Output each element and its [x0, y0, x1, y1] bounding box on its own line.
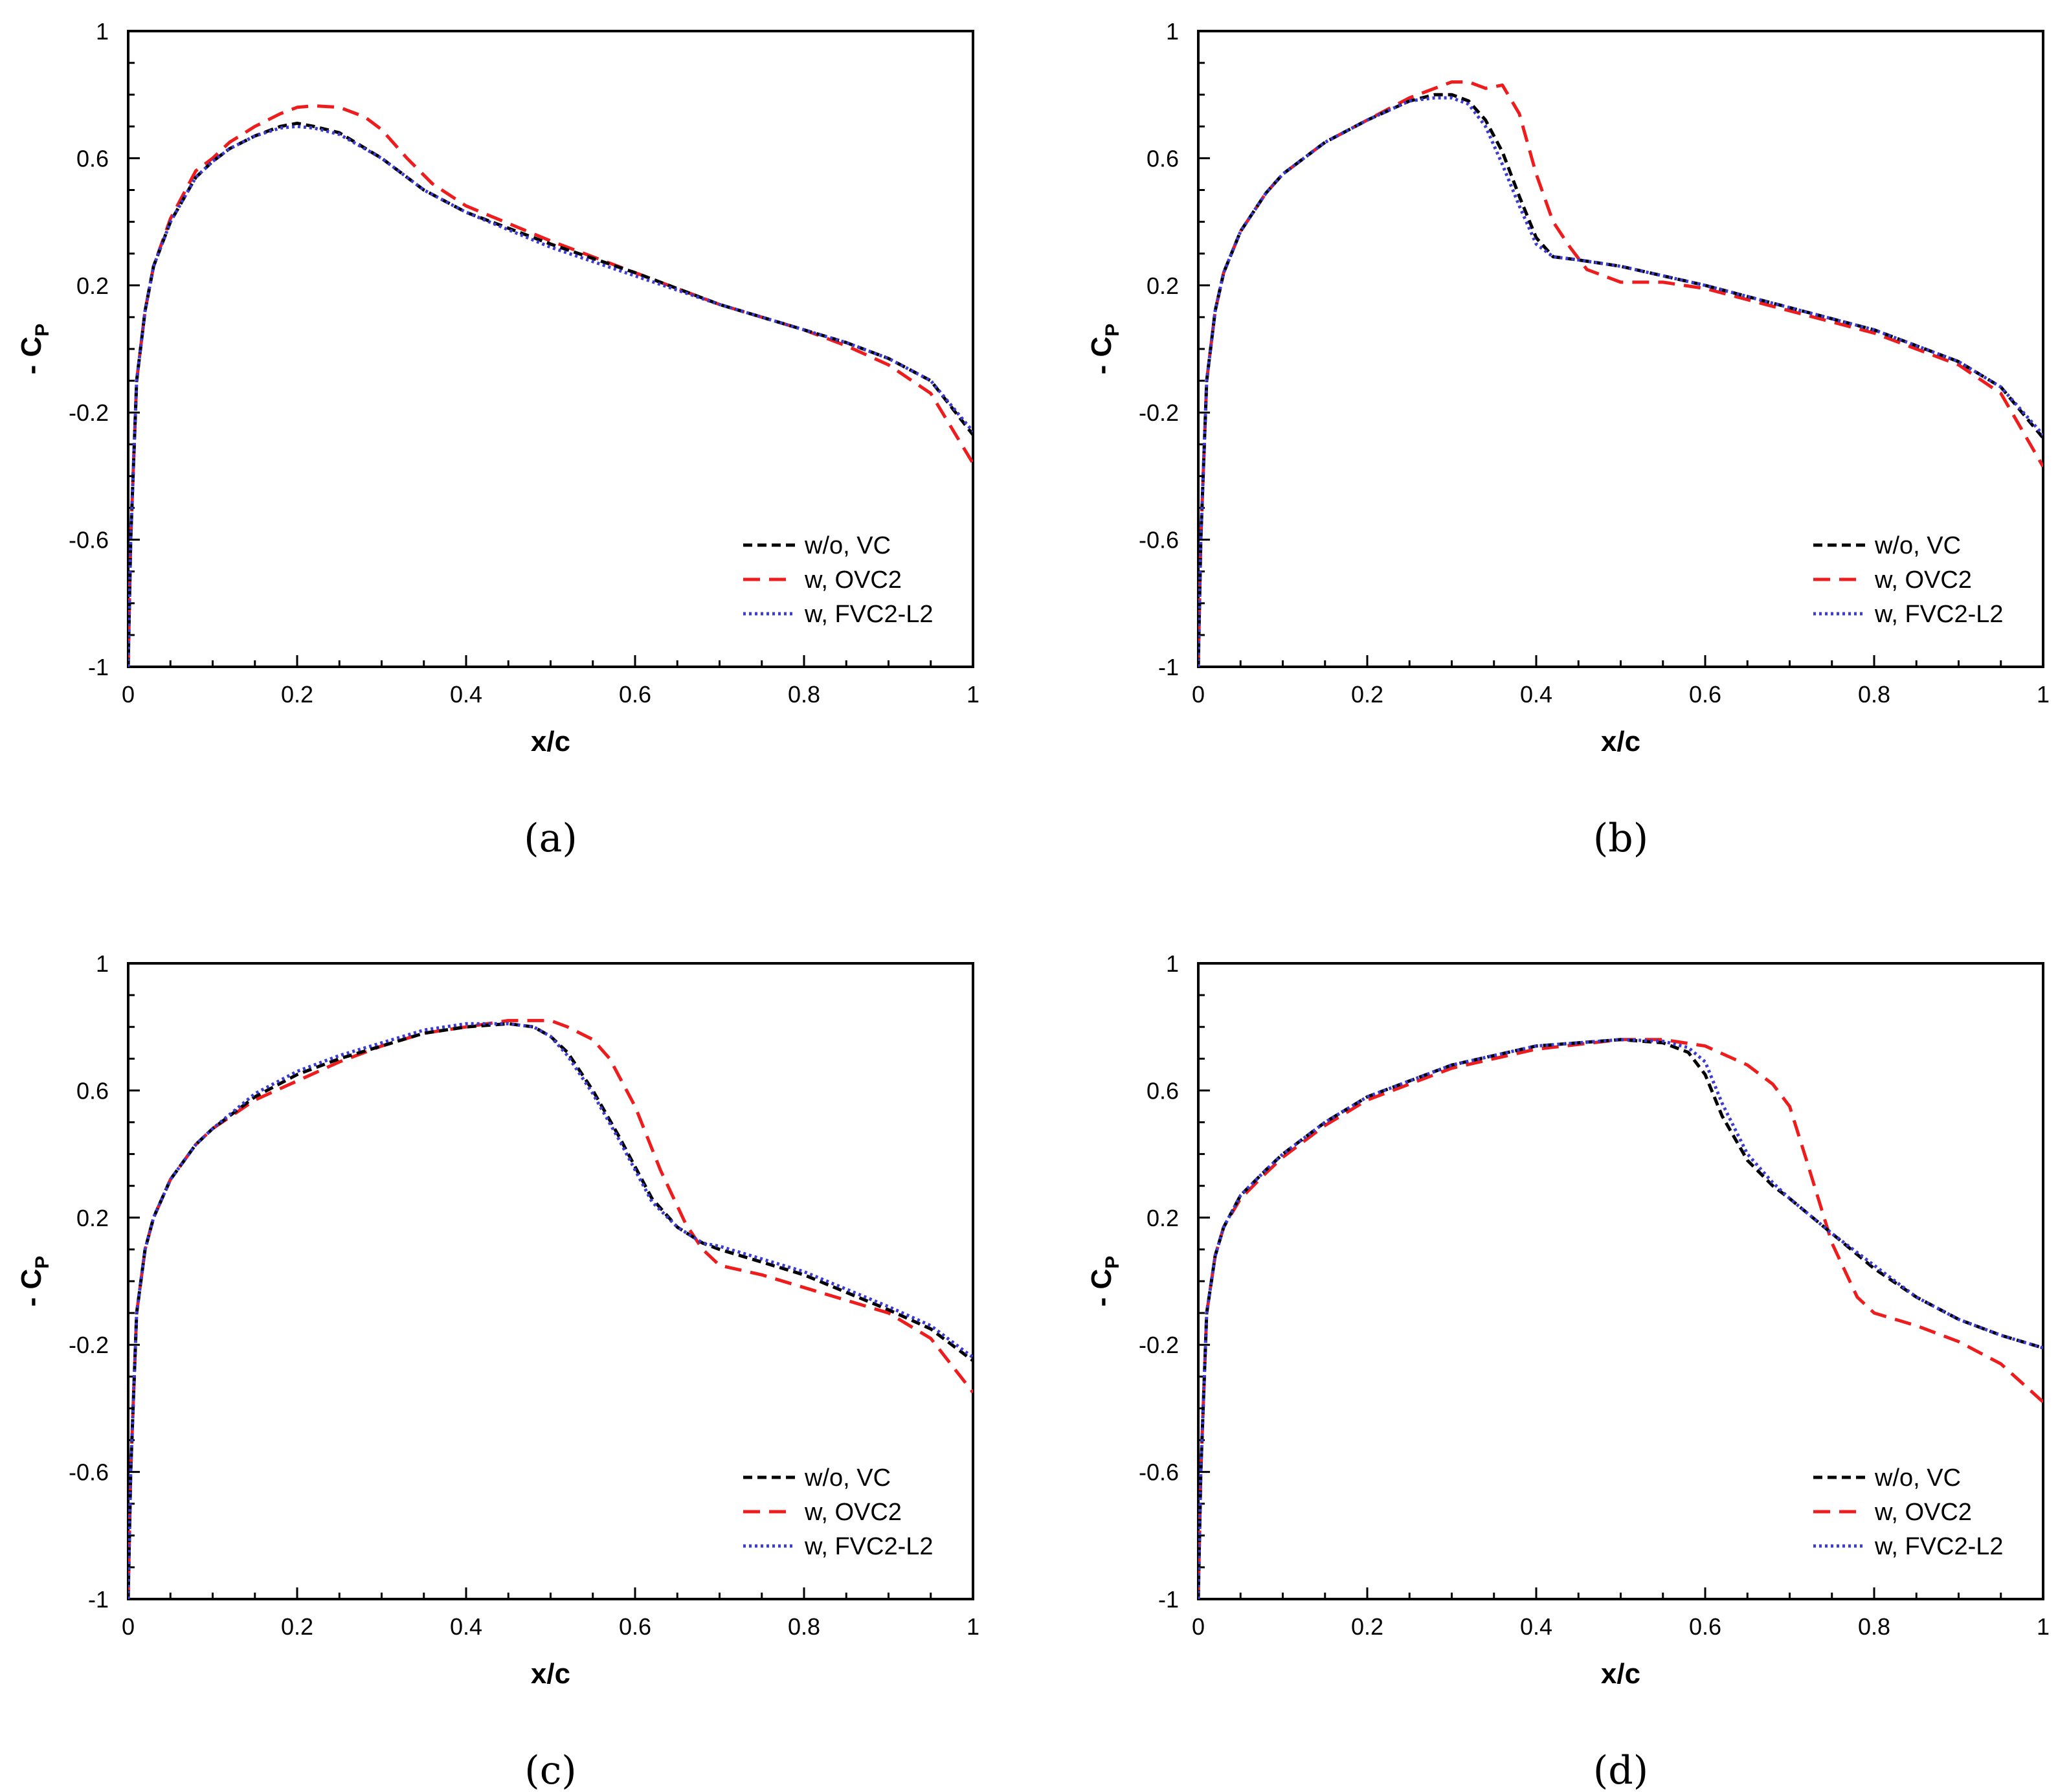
- x-tick-label: 0.2: [281, 681, 313, 708]
- x-axis-title: x/c: [1601, 1658, 1640, 1690]
- x-tick-label: 0: [122, 681, 135, 708]
- legend-label: w, OVC2: [804, 1499, 902, 1526]
- legend-label: w, OVC2: [1874, 566, 1972, 594]
- legend-label: w, FVC2-L2: [804, 1533, 934, 1560]
- y-axis-title-main: - C: [16, 337, 47, 375]
- x-tick-label: 0.6: [619, 681, 651, 708]
- series-line-w-ovc2: [1198, 1038, 2043, 1599]
- x-tick-label: 0.2: [281, 1613, 313, 1640]
- series-line-w-ovc2: [128, 1018, 973, 1599]
- y-tick-label: -1: [88, 1586, 109, 1613]
- y-axis-title: - CP: [16, 324, 53, 375]
- x-tick-label: 0.6: [619, 1613, 651, 1640]
- y-axis-title-subscript: P: [32, 1256, 53, 1269]
- x-tick-label: 0.6: [1689, 1613, 1721, 1640]
- x-tick-label: 0.2: [1351, 681, 1383, 708]
- y-tick-label: 1: [1166, 950, 1179, 977]
- x-tick-label: 1: [967, 1613, 979, 1640]
- x-tick-label: 0.2: [1351, 1613, 1383, 1640]
- series-line-wo-vc: [128, 1022, 973, 1599]
- series-line-w-fvc2: [1198, 1038, 2043, 1599]
- x-tick-label: 0.8: [1858, 681, 1890, 708]
- x-axis-title: x/c: [531, 1658, 570, 1690]
- y-axis-title-main: - C: [1086, 1269, 1117, 1307]
- x-tick-label: 1: [967, 681, 979, 708]
- y-tick-label: -0.2: [1139, 1332, 1179, 1358]
- x-axis-title: x/c: [1601, 726, 1640, 757]
- y-tick-label: -0.2: [69, 399, 109, 426]
- y-tick-label: -0.6: [69, 1459, 109, 1486]
- legend-label: w, OVC2: [1874, 1499, 1972, 1526]
- y-tick-label: 0.2: [1146, 273, 1179, 299]
- x-tick-label: 0.4: [1520, 681, 1552, 708]
- y-axis-title: - CP: [16, 1256, 53, 1307]
- y-axis-title-subscript: P: [1102, 1256, 1123, 1269]
- legend-label: w, OVC2: [804, 566, 902, 594]
- y-tick-label: 0.6: [76, 145, 109, 172]
- x-tick-label: 0.8: [788, 1613, 820, 1640]
- x-tick-label: 1: [2037, 1613, 2050, 1640]
- y-tick-label: 0.6: [1146, 145, 1179, 172]
- y-tick-label: -0.6: [1139, 1459, 1179, 1486]
- y-axis-title-subscript: P: [1102, 324, 1123, 337]
- panel-label: (a): [524, 816, 577, 861]
- panel-label: (b): [1593, 816, 1648, 861]
- x-tick-label: 0.4: [1520, 1613, 1552, 1640]
- y-tick-label: -0.2: [1139, 399, 1179, 426]
- y-tick-label: -1: [88, 654, 109, 680]
- x-tick-label: 0: [122, 1613, 135, 1640]
- legend-label: w, FVC2-L2: [1874, 1533, 2004, 1560]
- y-tick-label: 1: [96, 950, 109, 977]
- chart-panel-a: 0 0.2 0.4 0.6 0.8 1-1-0.6-0.20.20.61x/c- CPw/…: [16, 18, 979, 861]
- y-tick-label: 0.6: [1146, 1077, 1179, 1104]
- series-line-w-fvc2: [128, 124, 973, 667]
- series-line-w-fvc2: [128, 1022, 973, 1599]
- y-axis-title: - CP: [1086, 324, 1123, 375]
- chart-panel-b: 0 0.2 0.4 0.6 0.8 1-1-0.6-0.20.20.61x/c- CPw/…: [1086, 18, 2050, 861]
- y-tick-label: 0.2: [76, 273, 109, 299]
- legend-label: w/o, VC: [1874, 532, 1961, 559]
- x-tick-label: 0.8: [788, 681, 820, 708]
- y-axis-title-main: - C: [16, 1269, 47, 1307]
- y-tick-label: -0.2: [69, 1332, 109, 1358]
- series-line-w-fvc2: [1198, 96, 2043, 667]
- y-tick-label: -0.6: [69, 527, 109, 554]
- y-tick-label: -1: [1158, 1586, 1179, 1613]
- series-line-w-ovc2: [1198, 80, 2043, 667]
- panel-label: (c): [524, 1748, 576, 1792]
- chart-panel-c: 0 0.2 0.4 0.6 0.8 1-1-0.6-0.20.20.61x/c- CPw/…: [16, 950, 979, 1792]
- x-tick-label: 0.4: [450, 681, 482, 708]
- chart-panel-d: 0 0.2 0.4 0.6 0.8 1-1-0.6-0.20.20.61x/c- CPw/…: [1086, 950, 2050, 1792]
- legend-label: w, FVC2-L2: [1874, 601, 2004, 628]
- x-tick-label: 0: [1192, 1613, 1205, 1640]
- y-tick-label: -0.6: [1139, 527, 1179, 554]
- legend-label: w/o, VC: [804, 532, 891, 559]
- y-tick-label: 1: [96, 18, 109, 45]
- y-axis-title-main: - C: [1086, 337, 1117, 375]
- x-tick-label: 0.6: [1689, 681, 1721, 708]
- x-tick-label: 1: [2037, 681, 2050, 708]
- x-tick-label: 0: [1192, 681, 1205, 708]
- series-line-wo-vc: [1198, 1038, 2043, 1599]
- x-axis-title: x/c: [531, 726, 570, 757]
- legend-label: w, FVC2-L2: [804, 601, 934, 628]
- x-tick-label: 0.4: [450, 1613, 482, 1640]
- y-axis-title-subscript: P: [32, 324, 53, 337]
- y-tick-label: 1: [1166, 18, 1179, 45]
- y-tick-label: 0.6: [76, 1077, 109, 1104]
- x-tick-label: 0.8: [1858, 1613, 1890, 1640]
- legend-label: w/o, VC: [804, 1464, 891, 1492]
- y-tick-label: -1: [1158, 654, 1179, 680]
- panel-label: (d): [1593, 1748, 1648, 1792]
- y-tick-label: 0.2: [76, 1205, 109, 1231]
- legend-label: w/o, VC: [1874, 1464, 1961, 1492]
- y-axis-title: - CP: [1086, 1256, 1123, 1307]
- y-tick-label: 0.2: [1146, 1205, 1179, 1231]
